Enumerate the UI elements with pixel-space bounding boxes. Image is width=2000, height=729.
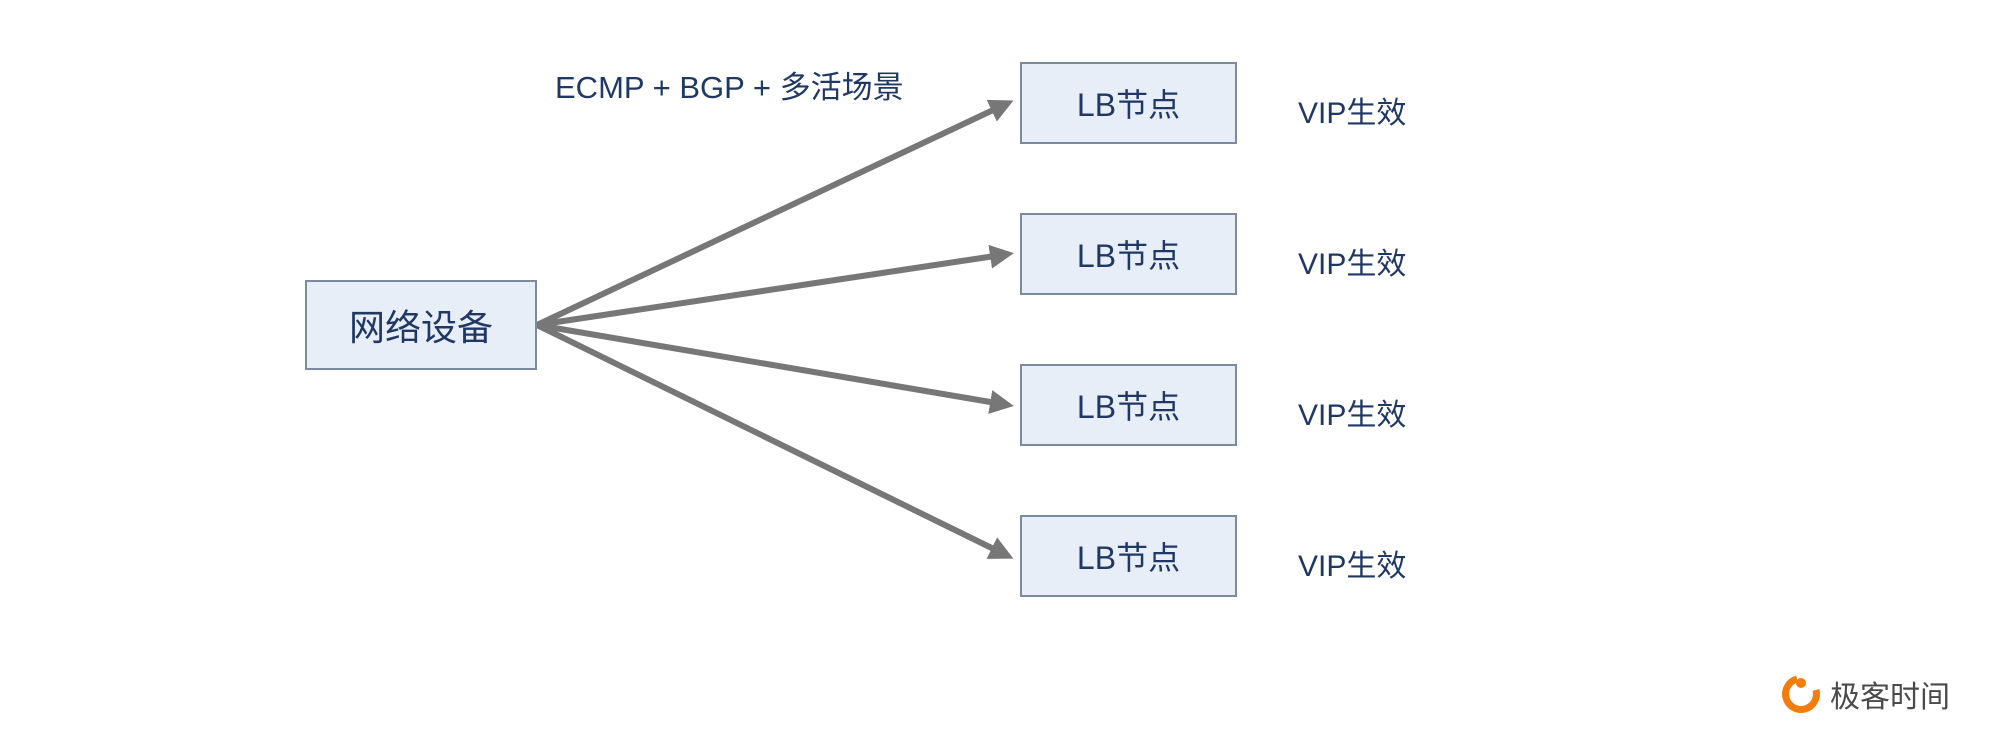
node-label: LB节点: [1077, 533, 1180, 579]
diagram-canvas: ECMP + BGP + 多活场景网络设备 LB节点 LB节点 LB节点 LB节点 VIP…: [0, 0, 2000, 729]
node-lb3: LB节点: [1020, 364, 1237, 446]
edge-src-lb4: [537, 325, 1008, 556]
annotation-a2: VIP生效: [1298, 239, 1406, 283]
node-src: 网络设备: [305, 280, 537, 370]
edge-src-lb2: [537, 254, 1008, 325]
node-lb1: LB节点: [1020, 62, 1237, 144]
annotation-a1: VIP生效: [1298, 88, 1406, 132]
node-lb2: LB节点: [1020, 213, 1237, 295]
edge-src-lb3: [537, 325, 1008, 405]
diagram-title: ECMP + BGP + 多活场景: [555, 62, 904, 107]
annotation-a4: VIP生效: [1298, 541, 1406, 585]
edges-layer: [0, 0, 2000, 729]
watermark-text: 极客时间: [1830, 672, 1950, 716]
geektime-logo-icon: [1782, 675, 1820, 713]
annotation-a3: VIP生效: [1298, 390, 1406, 434]
node-lb4: LB节点: [1020, 515, 1237, 597]
node-label: LB节点: [1077, 80, 1180, 126]
edge-src-lb1: [537, 103, 1008, 325]
node-label: 网络设备: [349, 299, 493, 351]
node-label: LB节点: [1077, 231, 1180, 277]
node-label: LB节点: [1077, 382, 1180, 428]
watermark: 极客时间: [1782, 672, 1950, 716]
